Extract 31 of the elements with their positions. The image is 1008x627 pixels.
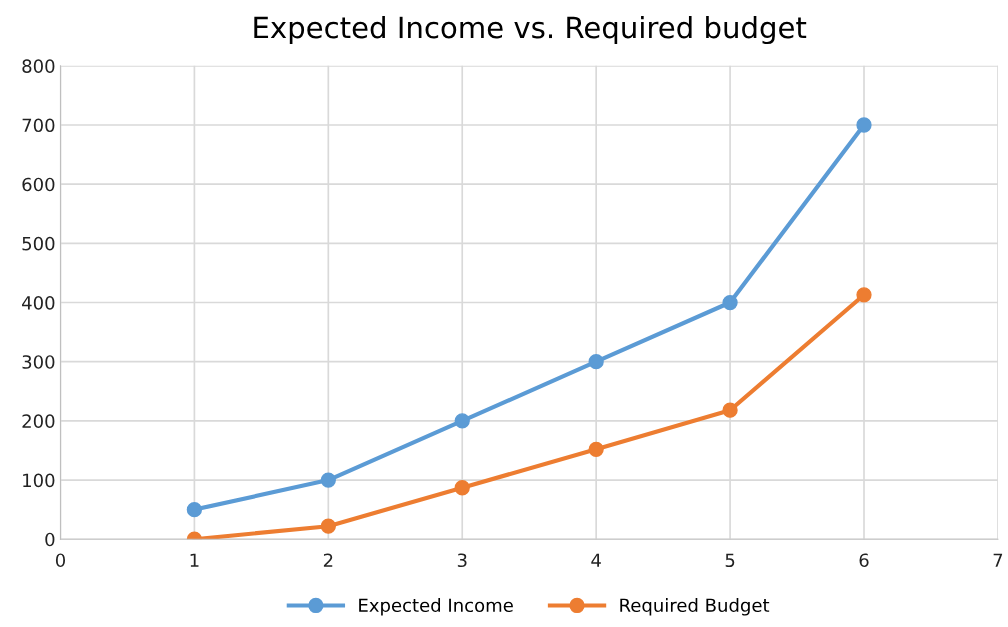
legend-label: Expected Income — [359, 598, 513, 616]
y-tick-label: 600 — [22, 177, 55, 192]
y-tick-label: 100 — [23, 473, 55, 488]
point — [588, 354, 604, 370]
x-tick-label: 5 — [725, 553, 735, 568]
point — [454, 413, 470, 429]
point — [320, 518, 336, 534]
point — [856, 117, 872, 133]
point — [320, 472, 336, 488]
x-tick-label: 7 — [993, 553, 1003, 567]
point — [856, 287, 872, 303]
y-tick-label: 500 — [22, 236, 55, 251]
point — [722, 402, 738, 418]
y-tick-label: 200 — [22, 414, 55, 428]
x-tick-label: 6 — [859, 553, 869, 568]
legend-label: Required Budget — [620, 598, 770, 616]
x-tick-label: 0 — [55, 553, 66, 568]
point — [454, 480, 470, 496]
x-tick-label: 1 — [190, 553, 199, 567]
x-tick-label: 3 — [457, 553, 467, 568]
point — [186, 501, 203, 518]
chart-title: Expected Income vs. Required budget — [254, 15, 807, 45]
point — [722, 294, 738, 311]
y-tick-label: 800 — [22, 59, 55, 73]
x-tick-label: 4 — [591, 553, 601, 567]
y-tick-label: 400 — [22, 295, 55, 310]
x-tick-label: 2 — [323, 553, 333, 567]
y-tick-label: 300 — [22, 355, 55, 369]
y-tick-label: 0 — [45, 532, 55, 547]
point — [588, 441, 604, 457]
y-tick-label: 700 — [22, 118, 55, 133]
